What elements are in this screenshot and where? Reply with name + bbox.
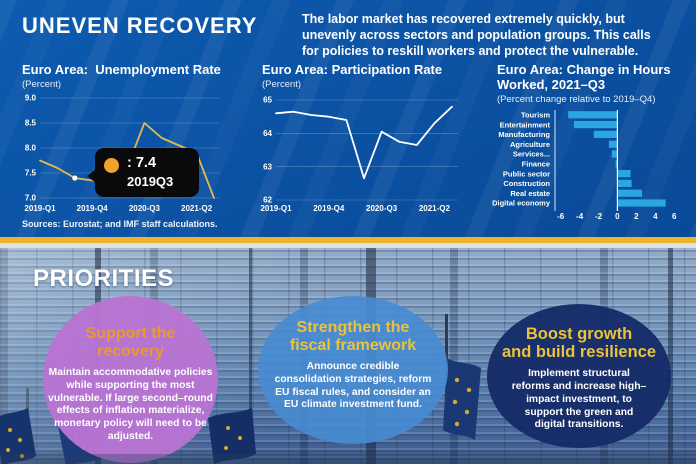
light-divider-band [0,243,696,248]
svg-text:7.5: 7.5 [25,169,37,178]
priority-bubble-fiscal-framework: Strengthen the fiscal framework Announce… [258,296,448,444]
unemployment-chart-subtitle: (Percent) [22,79,62,91]
svg-text:8.0: 8.0 [25,144,37,153]
hours-worked-chart-subtitle: (Percent change relative to 2019–Q4) [497,94,656,106]
unemployment-chart-title: Euro Area: Unemployment Rate [22,62,221,77]
svg-text:64: 64 [263,129,272,138]
svg-text:Real estate: Real estate [510,189,550,198]
svg-text:Services...: Services... [513,150,550,159]
bubble-title: Support the recovery [85,325,176,360]
unemployment-chart: Euro Area: Unemployment Rate (Percent) 7… [22,62,240,214]
svg-text:2021-Q2: 2021-Q2 [181,204,213,213]
eu-flag-icon [443,314,481,440]
svg-text:-4: -4 [576,212,584,221]
svg-text:2019-Q4: 2019-Q4 [313,204,345,213]
hours-worked-bar-chart: TourismEntertainmentManufacturingAgricul… [492,110,677,221]
svg-text:0: 0 [615,212,620,221]
priorities-heading: PRIORITIES [33,265,175,292]
hours-worked-chart: Euro Area: Change in Hours Worked, 2021–… [492,62,693,225]
svg-text:Public sector: Public sector [503,169,550,178]
svg-text:Finance: Finance [522,160,550,169]
bubble-body: Maintain accommodative policies while su… [48,366,213,443]
svg-text:63: 63 [263,162,272,171]
svg-text:8.5: 8.5 [25,119,37,128]
svg-text:Construction: Construction [503,179,550,188]
priority-bubble-growth-resilience: Boost growth and build resilience Implem… [487,304,671,448]
svg-text:2019-Q1: 2019-Q1 [24,204,56,213]
priority-bubble-support-recovery: Support the recovery Maintain accommodat… [43,296,218,463]
page-title: UNEVEN RECOVERY [22,13,258,38]
participation-chart-title: Euro Area: Participation Rate [262,62,443,77]
svg-text:2019-Q1: 2019-Q1 [260,204,292,213]
svg-text:Entertainment: Entertainment [500,120,551,129]
svg-text:2019-Q4: 2019-Q4 [77,204,109,213]
chart-annotation-tooltip: : 7.4 2019Q3 [87,148,199,198]
svg-text:4: 4 [653,212,658,221]
bubble-body: Announce credible consolidation strategi… [274,360,432,411]
svg-text:2020-Q3: 2020-Q3 [129,204,161,213]
svg-text:Agriculture: Agriculture [510,140,550,149]
tooltip-period: 2019Q3 [127,174,174,190]
sources-note: Sources: Eurostat; and IMF staff calcula… [22,219,218,229]
tooltip-value: : 7.4 [127,155,157,171]
priorities-section: PRIORITIES Support the recovery Maintain… [0,248,696,464]
svg-text:9.0: 9.0 [25,94,37,103]
participation-line-chart: 62 63 64 65 2019-Q1 2019-Q4 2020-Q3 2021-Q2 [260,96,458,213]
svg-text:2: 2 [634,212,639,221]
svg-text:65: 65 [263,96,272,105]
svg-text:6: 6 [672,212,677,221]
tooltip-text: : 7.4 2019Q3 [127,155,173,189]
gold-divider-band [0,237,696,243]
svg-text:2021-Q2: 2021-Q2 [419,204,451,213]
bubble-body: Implement structural reforms and increas… [511,367,647,431]
intro-text: The labor market has recovered extremely… [302,12,651,58]
bubble-title: Strengthen the fiscal framework [289,319,417,354]
svg-text:Digital economy: Digital economy [492,199,551,208]
svg-text:62: 62 [263,196,272,205]
hours-worked-chart-title: Euro Area: Change in Hours Worked, 2021–… [497,62,671,93]
building-pillar [668,248,673,464]
participation-chart: Euro Area: Participation Rate (Percent) … [260,62,467,214]
flagpole [249,248,252,410]
eu-flag-icon [208,408,256,464]
bubble-title: Boost growth and build resilience [501,325,657,362]
svg-text:2020-Q3: 2020-Q3 [366,204,398,213]
svg-text:Tourism: Tourism [521,111,550,120]
series-dot-icon [104,158,119,173]
svg-text:7.0: 7.0 [25,194,37,203]
svg-text:-6: -6 [557,212,565,221]
participation-chart-subtitle: (Percent) [262,79,302,91]
svg-text:-2: -2 [595,212,603,221]
top-section: UNEVEN RECOVERY The labor market has rec… [0,0,696,237]
svg-text:Manufacturing: Manufacturing [498,130,550,139]
